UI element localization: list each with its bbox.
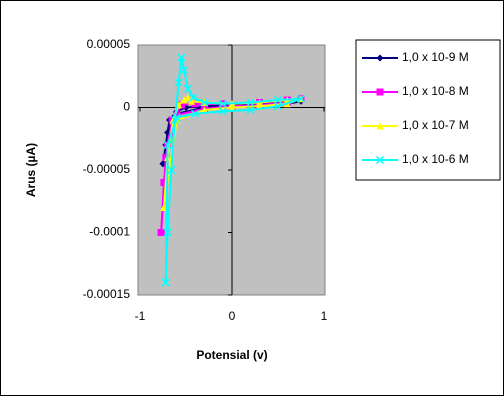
x-tick-label: -1 xyxy=(135,309,146,323)
marker xyxy=(177,101,185,109)
legend xyxy=(355,39,501,181)
marker xyxy=(188,97,196,105)
y-tick-label: 0.00005 xyxy=(87,37,131,51)
legend-label: 1,0 x 10-9 M xyxy=(402,50,469,64)
marker xyxy=(163,140,172,150)
legend-label: 1,0 x 10-7 M xyxy=(402,118,469,132)
legend-label: 1,0 x 10-6 M xyxy=(402,152,469,166)
marker xyxy=(161,278,170,287)
marker xyxy=(200,106,208,114)
marker xyxy=(218,107,227,116)
marker xyxy=(184,94,192,101)
marker xyxy=(183,84,192,93)
marker xyxy=(376,122,384,130)
y-tick-label: 0 xyxy=(123,100,130,114)
marker xyxy=(167,165,176,175)
marker xyxy=(200,98,209,107)
marker xyxy=(296,94,306,103)
marker xyxy=(189,93,198,102)
legend-label: 1,0 x 10-8 M xyxy=(402,84,469,98)
marker xyxy=(218,99,227,108)
marker xyxy=(191,100,199,108)
marker xyxy=(375,155,385,165)
marker xyxy=(180,65,189,75)
marker xyxy=(191,109,200,118)
marker xyxy=(160,204,168,211)
marker xyxy=(177,53,186,62)
x-tick-label: 1 xyxy=(321,309,328,323)
marker xyxy=(172,113,181,122)
marker xyxy=(246,98,255,107)
y-axis-label: Arus (µA) xyxy=(24,143,38,197)
y-tick-label: -0.00015 xyxy=(83,287,131,301)
marker xyxy=(246,105,255,115)
marker xyxy=(273,95,283,105)
x-axis-label: Potensial (v) xyxy=(196,348,267,362)
marker xyxy=(157,229,165,236)
marker xyxy=(376,88,384,96)
x-tick-label: 0 xyxy=(229,309,236,323)
marker xyxy=(228,104,236,111)
marker xyxy=(273,102,283,111)
marker xyxy=(162,154,170,161)
marker xyxy=(173,111,181,119)
marker xyxy=(174,78,183,87)
y-tick-label: -0.0001 xyxy=(89,225,130,239)
y-tick-label: -0.00005 xyxy=(83,162,131,176)
marker xyxy=(180,96,188,104)
marker xyxy=(160,179,168,186)
marker xyxy=(376,54,384,62)
marker xyxy=(163,228,172,237)
